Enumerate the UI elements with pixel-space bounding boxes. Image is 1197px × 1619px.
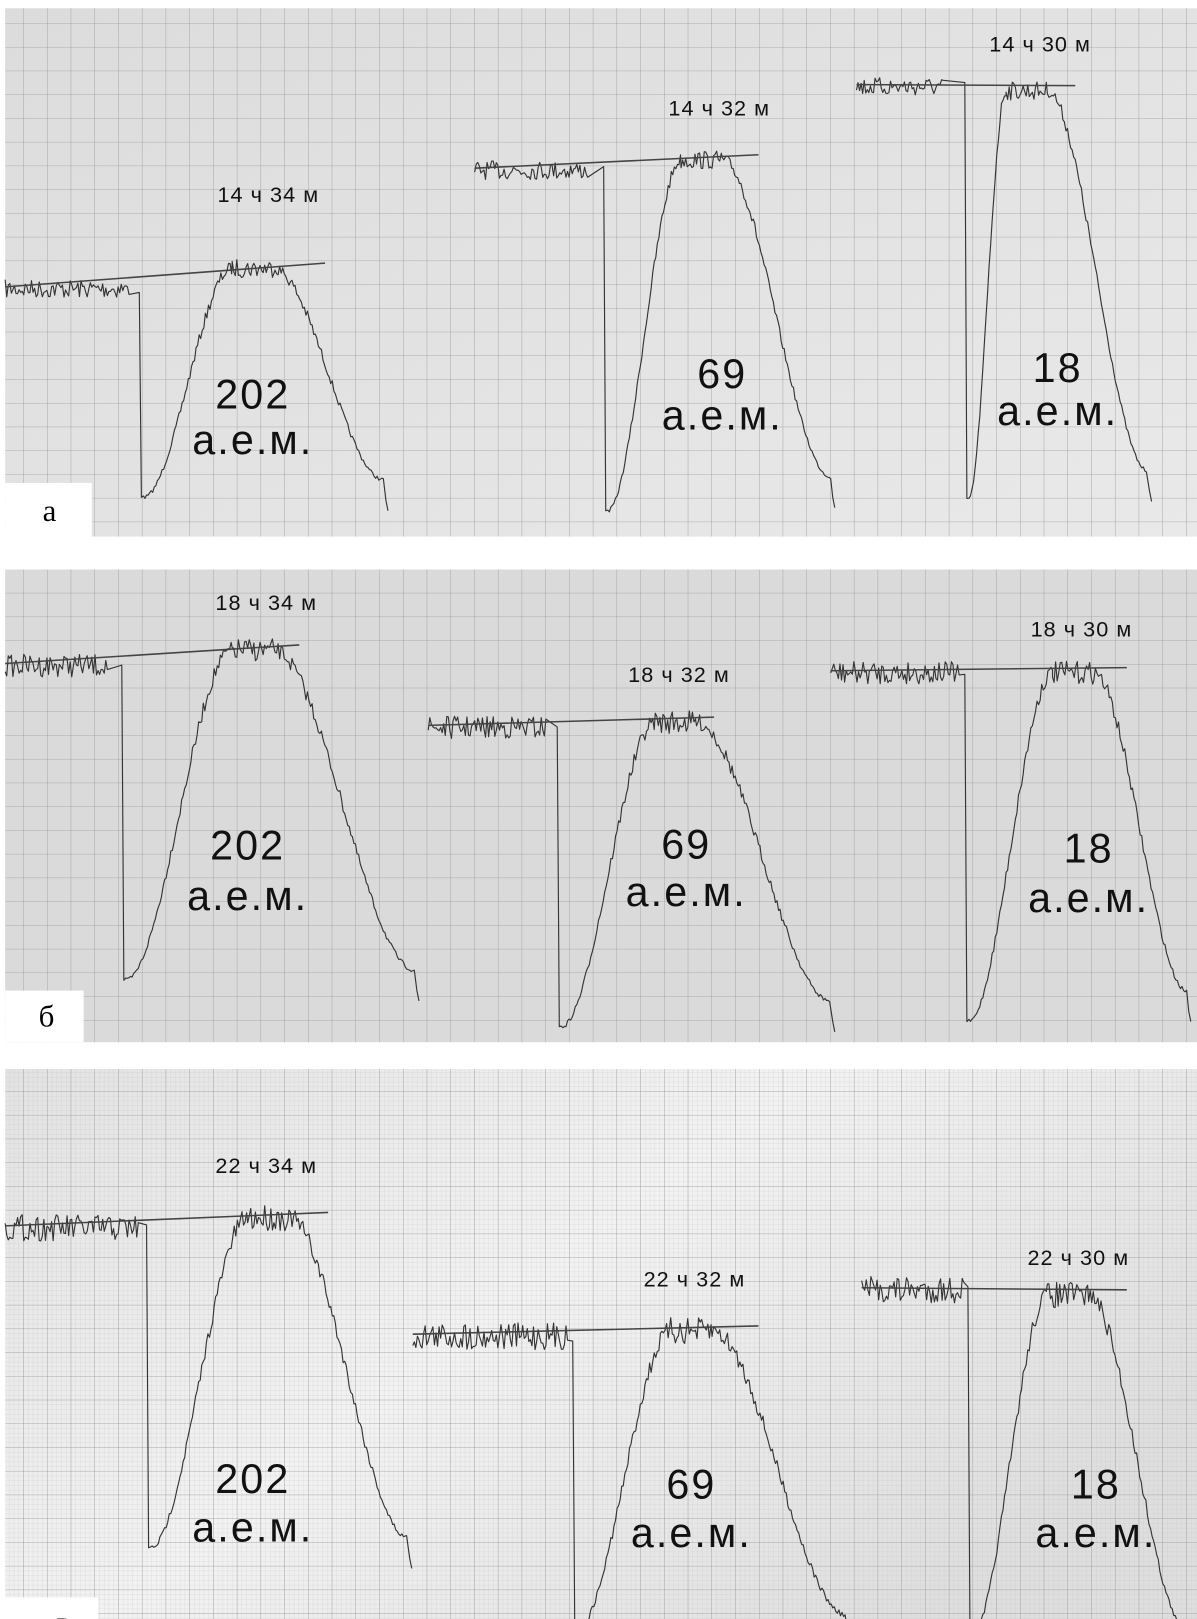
- reference-line: [412, 1325, 759, 1335]
- unit-label: а.е.м.: [997, 388, 1118, 434]
- panel-label: а: [43, 493, 57, 528]
- trace: [412, 1317, 847, 1619]
- mass-label: 18: [1064, 826, 1114, 872]
- mass-label: 202: [215, 1456, 290, 1502]
- panel-label: б: [39, 999, 55, 1034]
- trace: [4, 259, 389, 511]
- mass-label: 69: [666, 1461, 716, 1507]
- trace: [4, 1205, 413, 1569]
- unit-label: а.е.м.: [631, 1510, 752, 1556]
- reference-line: [856, 83, 1076, 87]
- trace: [830, 660, 1192, 1023]
- unit-label: а.е.м.: [1035, 1510, 1156, 1556]
- mass-label: 202: [215, 372, 290, 418]
- time-label: 18 ч 34 м: [215, 590, 317, 615]
- time-label: 22 ч 34 м: [215, 1153, 317, 1178]
- mass-label: 18: [1033, 345, 1083, 391]
- trace: [4, 638, 420, 1002]
- time-label: 14 ч 34 м: [217, 182, 319, 207]
- time-label: 18 ч 30 м: [1031, 617, 1133, 642]
- reference-line: [5, 1211, 329, 1227]
- panel-label: в: [57, 1604, 72, 1619]
- mass-label: 69: [697, 351, 747, 397]
- reference-line: [5, 262, 326, 288]
- time-label: 14 ч 32 м: [668, 96, 770, 121]
- reference-line: [428, 716, 715, 727]
- time-label: 22 ч 32 м: [644, 1267, 746, 1292]
- unit-label: а.е.м.: [626, 869, 747, 915]
- unit-label: а.е.м.: [662, 392, 783, 438]
- mass-label: 202: [210, 823, 285, 869]
- time-label: 22 ч 30 м: [1027, 1245, 1129, 1270]
- time-label: 18 ч 32 м: [628, 662, 730, 687]
- panel-backgrounds: [5, 8, 1197, 1619]
- unit-label: а.е.м.: [1028, 875, 1149, 921]
- reference-line: [861, 1286, 1127, 1291]
- mass-label: 69: [661, 822, 711, 868]
- reference-line: [5, 644, 300, 665]
- trace: [474, 150, 836, 513]
- mass-label: 18: [1071, 1461, 1121, 1507]
- trace: [427, 710, 836, 1032]
- reference-line: [830, 666, 1127, 672]
- unit-label: а.е.м.: [192, 417, 313, 463]
- unit-label: а.е.м.: [192, 1505, 313, 1551]
- time-label: 14 ч 30 м: [989, 32, 1091, 57]
- unit-label: а.е.м.: [187, 873, 308, 919]
- trace: [861, 1276, 1178, 1619]
- reference-line: [474, 154, 759, 169]
